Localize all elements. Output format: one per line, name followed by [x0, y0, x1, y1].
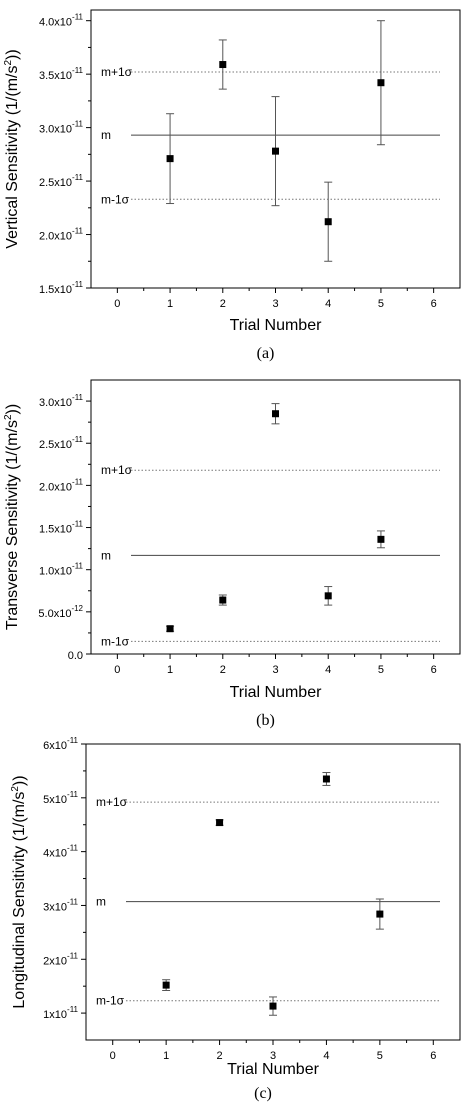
- x-tick-label: 0: [110, 1050, 116, 1062]
- figure-caption: (b): [256, 712, 275, 729]
- data-point: [166, 625, 174, 633]
- x-tick-label: 5: [377, 1050, 383, 1062]
- figure-caption: (a): [257, 345, 275, 362]
- y-tick-label: 3.5x10-11: [39, 66, 84, 82]
- data-point: [219, 61, 227, 69]
- x-tick-label: 0: [114, 298, 120, 310]
- y-axis-title: Longitudinal Sensitivity (1/(m/s2)): [10, 775, 28, 1008]
- data-point: [322, 775, 330, 783]
- y-tick-label: 5.0x10-12: [38, 604, 83, 620]
- data-point: [272, 147, 279, 155]
- y-axis-title: Vertical Sensitivity (1/(m/s2)): [3, 49, 21, 248]
- data-point: [324, 218, 332, 226]
- x-tick-label: 6: [431, 664, 437, 676]
- y-tick-label: 2.5x10-11: [39, 173, 84, 189]
- data-point: [219, 596, 227, 604]
- plot-frame: [85, 743, 461, 1041]
- x-tick-label: 6: [431, 298, 437, 310]
- x-tick-label: 4: [325, 664, 331, 676]
- x-tick-label: 2: [217, 1050, 223, 1062]
- y-tick-label: 3.0x10-11: [39, 393, 84, 409]
- data-point: [377, 535, 385, 543]
- data-point: [376, 910, 384, 918]
- x-axis-title: Trial Number: [230, 684, 323, 701]
- y-tick-label: 1.5x10-11: [39, 280, 84, 296]
- y-tick-label: 3.0x10-11: [39, 120, 84, 136]
- x-tick-label: 1: [167, 298, 173, 310]
- data-point: [272, 410, 279, 418]
- reference-label: m: [101, 128, 111, 142]
- data-point: [166, 155, 174, 163]
- y-tick-label: 2x10-11: [43, 951, 78, 967]
- y-tick-label: 5x10-11: [43, 790, 78, 806]
- data-point: [269, 1002, 277, 1010]
- figure-caption: (c): [254, 1085, 272, 1102]
- y-axis-title: Transverse Sensitivity (1/(m/s2)): [3, 404, 21, 630]
- x-tick-label: 1: [167, 664, 173, 676]
- x-tick-label: 2: [220, 298, 226, 310]
- chart-b: m+1σ m m-1σ 0 1 2 3 4 5 6 0.0 5.0x10-12 1.0x10-11 1.5…: [3, 379, 461, 729]
- x-tick-label: 3: [270, 1050, 276, 1062]
- y-tick-label: 4.0x10-11: [39, 13, 84, 29]
- y-tick-label: 2.5x10-11: [39, 435, 84, 451]
- y-tick-label: 0.0: [68, 650, 83, 662]
- y-tick-label: 4x10-11: [43, 844, 78, 860]
- x-tick-label: 3: [272, 664, 278, 676]
- data-point: [377, 79, 385, 87]
- y-tick-label: 3x10-11: [43, 897, 78, 913]
- y-tick-label: 1.5x10-11: [39, 520, 84, 536]
- reference-label: m-1σ: [101, 634, 130, 648]
- y-tick-label: 6x10-11: [43, 736, 78, 752]
- reference-label: m+1σ: [101, 463, 133, 477]
- x-tick-label: 2: [220, 664, 226, 676]
- x-tick-label: 6: [430, 1050, 436, 1062]
- reference-label: m: [101, 548, 111, 562]
- x-axis-title: Trial Number: [227, 1061, 320, 1078]
- x-axis-title: Trial Number: [230, 317, 323, 334]
- reference-label: m+1σ: [101, 65, 133, 79]
- reference-label: m+1σ: [96, 795, 128, 809]
- data-point: [162, 981, 170, 989]
- x-tick-label: 4: [325, 298, 331, 310]
- y-tick-label: 1.0x10-11: [39, 562, 84, 578]
- y-tick-label: 1x10-11: [43, 1005, 78, 1021]
- chart-c: m+1σ m m-1σ 0 1 2 3 4 5 6 1x10-11 2x10-11 3x10-11 4x1…: [10, 736, 461, 1102]
- x-tick-label: 1: [163, 1050, 169, 1062]
- x-tick-label: 5: [378, 664, 384, 676]
- data-point: [324, 592, 332, 600]
- x-tick-label: 5: [378, 298, 384, 310]
- reference-label: m: [96, 895, 106, 909]
- chart-a: m+1σ m m-1σ 0 1 2 3 4 5 6 1.5x10-11 2.0x10-11 2.5x10…: [3, 9, 461, 362]
- x-tick-label: 3: [272, 298, 278, 310]
- data-point: [216, 819, 224, 827]
- x-tick-label: 0: [114, 664, 120, 676]
- y-tick-label: 2.0x10-11: [39, 477, 84, 493]
- reference-label: m-1σ: [96, 994, 125, 1008]
- x-tick-label: 4: [323, 1050, 329, 1062]
- reference-label: m-1σ: [101, 192, 130, 206]
- y-tick-label: 2.0x10-11: [39, 227, 84, 243]
